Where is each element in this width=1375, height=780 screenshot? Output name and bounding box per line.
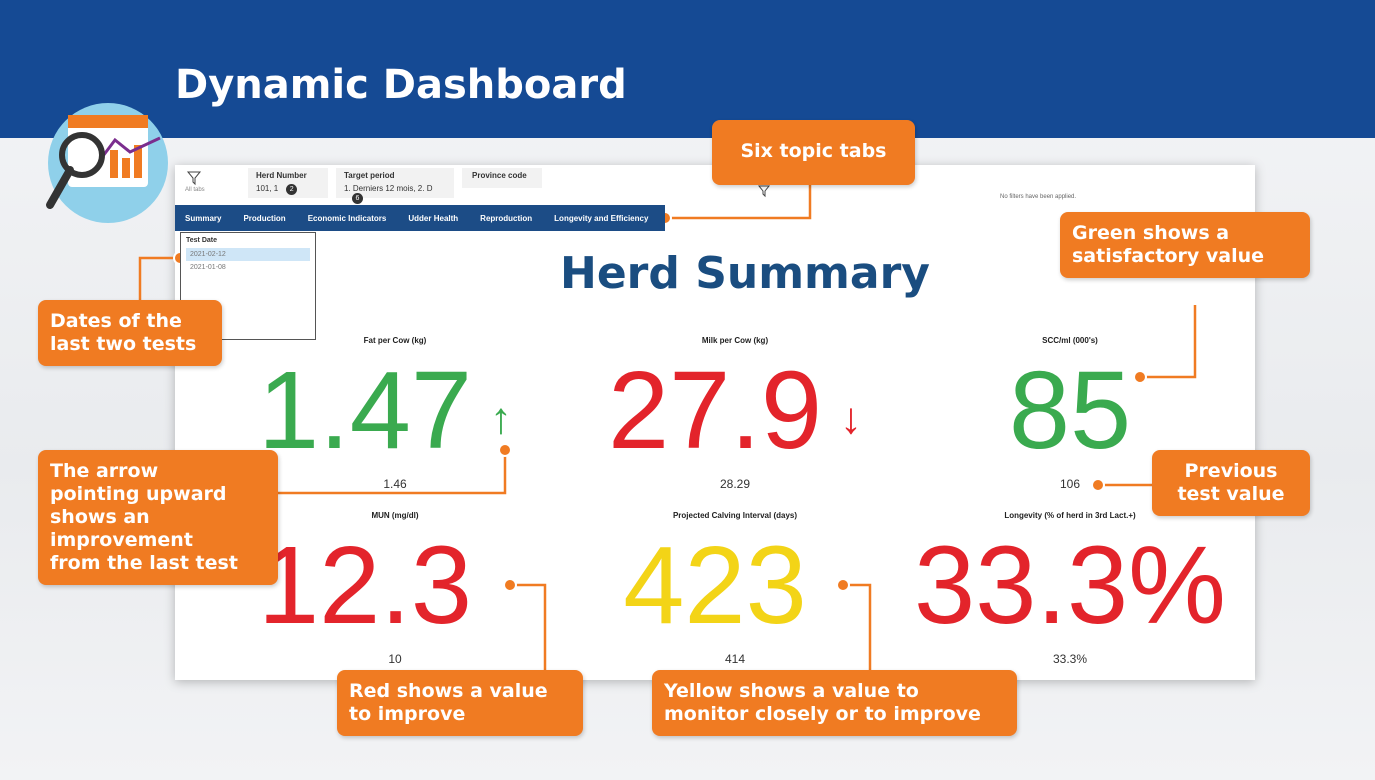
callout-line: improvement	[50, 529, 266, 552]
kpi-number: 27.9	[608, 349, 822, 472]
callout-line: shows an	[50, 506, 266, 529]
tab[interactable]: Summary	[185, 214, 221, 223]
kpi-value: 423	[545, 531, 885, 641]
tab[interactable]: Reproduction	[480, 214, 532, 223]
kpi-arrow: ↑	[490, 394, 512, 443]
kpi-title: Projected Calving Interval (days)	[585, 511, 885, 520]
callout-line: Red shows a value	[349, 680, 571, 703]
test-date[interactable]: 2021-02-12	[186, 248, 310, 261]
filter-badge: 2	[286, 184, 297, 195]
test-date-label: Test Date	[186, 237, 310, 244]
filter-label[interactable]: All tabs	[185, 187, 205, 193]
kpi-previous: 10	[295, 652, 495, 666]
funnel-icon	[188, 172, 200, 184]
icon-chart	[110, 150, 118, 178]
page: Dynamic Dashboard All tabs Herd Number10…	[0, 0, 1375, 780]
kpi-previous: 28.29	[635, 477, 835, 491]
tab-bar: Summary Production Economic Indicators Udde…	[175, 205, 665, 231]
kpi-number: 1.47	[258, 349, 472, 472]
callout-line: Green shows a	[1072, 222, 1298, 245]
kpi-number: 85	[1009, 349, 1131, 472]
kpi-previous: 414	[635, 652, 835, 666]
callout: Six topic tabs	[712, 120, 915, 185]
callout-line: Six topic tabs	[724, 140, 903, 163]
callout-line: last two tests	[50, 333, 210, 356]
kpi-title: Milk per Cow (kg)	[585, 336, 885, 345]
kpi-number: 12.3	[258, 524, 472, 647]
kpi-value: 27.9↓	[565, 356, 905, 474]
tab[interactable]: Udder Health	[408, 214, 458, 223]
kpi-arrow: ↓	[840, 394, 862, 443]
kpi-number: 423	[623, 524, 807, 647]
tab[interactable]: Economic Indicators	[308, 214, 387, 223]
filter-badge: 6	[352, 193, 363, 204]
callout-line: from the last test	[50, 552, 266, 575]
filter-status: No filters have been applied.	[1000, 194, 1076, 200]
tab[interactable]: Longevity and Efficiency	[554, 214, 648, 223]
callout-line: Yellow shows a value to	[664, 680, 1005, 703]
callout-line: Previous	[1164, 460, 1298, 483]
kpi-previous: 33.3%	[970, 652, 1170, 666]
callout-line: satisfactory value	[1072, 245, 1298, 268]
callout-line: Dates of the	[50, 310, 210, 333]
kpi-title: SCC/ml (000's)	[920, 336, 1220, 345]
filter-value: 101, 1	[256, 184, 278, 193]
callout-line: to improve	[349, 703, 571, 726]
callout-line: monitor closely or to improve	[664, 703, 1005, 726]
kpi-previous: 1.46	[295, 477, 495, 491]
kpi-title: Fat per Cow (kg)	[245, 336, 545, 345]
kpi-number: 33.3%	[914, 524, 1226, 647]
kpi-previous: 106	[970, 477, 1170, 491]
callout-line: pointing upward	[50, 483, 266, 506]
funnel-icon	[759, 186, 769, 196]
filter-label: Target period	[344, 171, 446, 180]
icon-chart	[122, 158, 130, 178]
filter[interactable]: Province code	[462, 168, 542, 188]
callout-line: The arrow	[50, 460, 266, 483]
kpi-value: 33.3%	[900, 531, 1240, 641]
icon-bar	[68, 115, 148, 128]
filter-label: Province code	[472, 171, 532, 180]
dashboard-heading: Herd Summary	[475, 248, 1015, 299]
test-date[interactable]: 2021-01-08	[186, 261, 310, 274]
kpi-title: MUN (mg/dl)	[245, 511, 545, 520]
tab[interactable]: Production	[243, 214, 285, 223]
filter[interactable]: Herd Number 101, 1 2	[248, 168, 328, 198]
callout-line: test value	[1164, 483, 1298, 506]
filter-label: Herd Number	[256, 171, 320, 180]
filter-value: 1. Derniers 12 mois, 2. D	[344, 184, 432, 193]
